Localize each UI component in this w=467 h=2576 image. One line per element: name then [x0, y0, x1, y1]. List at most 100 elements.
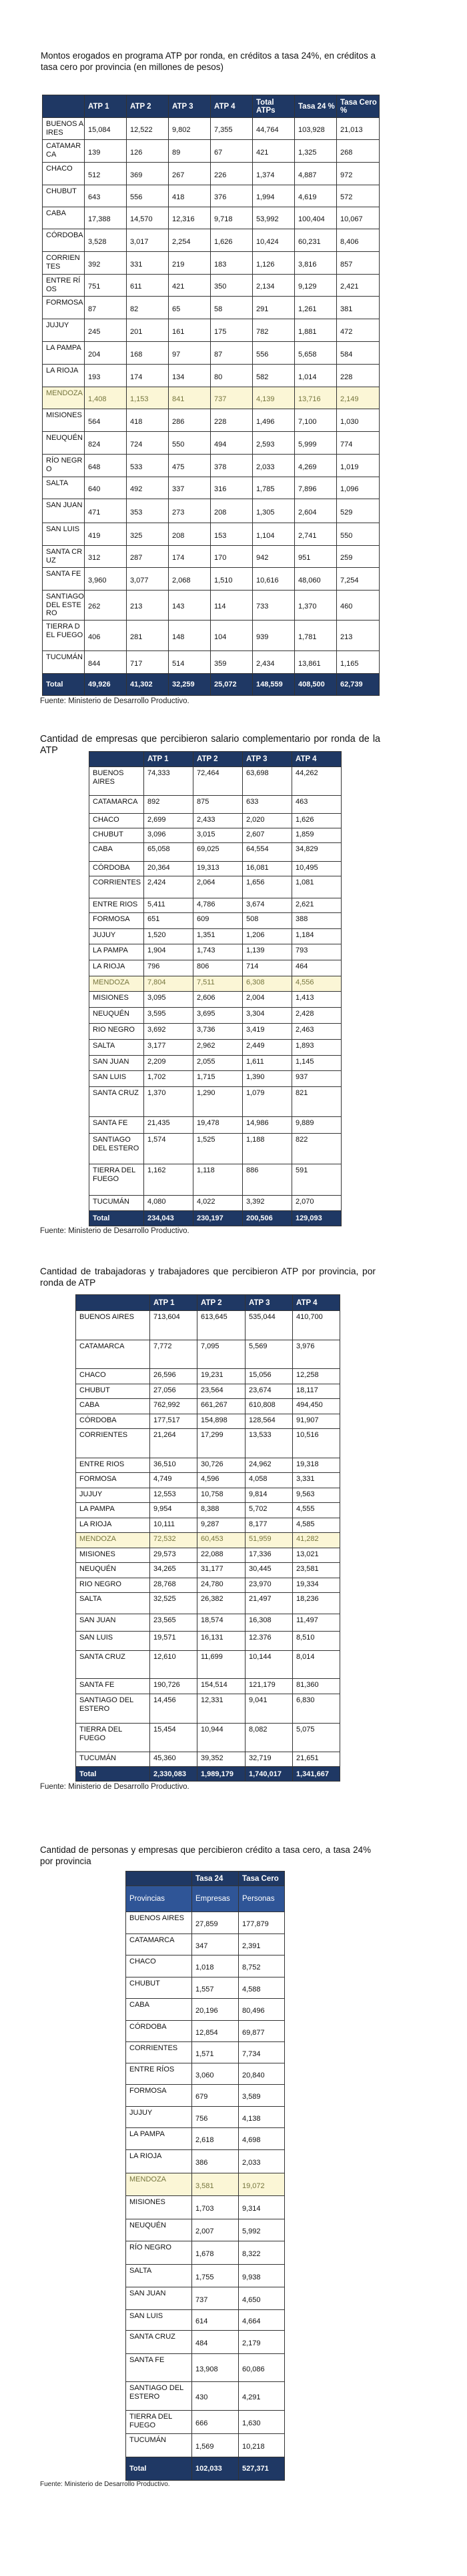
- province-cell: CABA: [125, 1998, 192, 2021]
- value-cell: 5,658: [294, 341, 337, 365]
- value-cell: 679: [191, 2084, 239, 2107]
- value-cell: 386: [191, 2149, 239, 2173]
- value-cell: 7,511: [193, 976, 243, 992]
- value-cell: 2,209: [143, 1055, 193, 1071]
- value-cell: 4,887: [294, 162, 337, 185]
- value-cell: 11,699: [197, 1650, 246, 1679]
- value-cell: 10,067: [336, 207, 380, 229]
- value-cell: 508: [242, 912, 292, 929]
- total-value-cell: 32,259: [168, 673, 211, 696]
- value-cell: 13,908: [191, 2353, 239, 2382]
- value-cell: 13,716: [294, 387, 337, 409]
- table-row: MISIONES 3,095 2,606 2,004 1,413: [89, 991, 342, 1008]
- table-row: CATAMARCA 347 2,391: [125, 1933, 285, 1955]
- value-cell: 7,734: [238, 2041, 285, 2063]
- value-cell: 65,058: [143, 842, 193, 862]
- value-cell: 1,994: [252, 185, 295, 207]
- province-cell: TUCUMÁN: [125, 2433, 192, 2457]
- province-cell: RÍO NEGRO: [125, 2241, 192, 2265]
- value-cell: 21,435: [143, 1116, 193, 1134]
- value-cell: 104: [210, 620, 253, 651]
- value-cell: 3,177: [143, 1039, 193, 1056]
- value-cell: 1,496: [252, 409, 295, 432]
- value-cell: 9,954: [149, 1502, 197, 1518]
- value-cell: 48,060: [294, 567, 337, 591]
- province-cell: FORMOSA: [75, 1472, 150, 1488]
- value-cell: 1,881: [294, 319, 337, 342]
- value-cell: 208: [210, 499, 253, 523]
- value-cell: 2,424: [143, 876, 193, 898]
- value-cell: 45,360: [149, 1752, 197, 1767]
- value-cell: 20,196: [191, 1998, 239, 2021]
- value-cell: 12,258: [292, 1368, 340, 1384]
- value-cell: 2,134: [252, 274, 295, 297]
- province-cell: CHACO: [75, 1368, 150, 1384]
- table-row: CHUBUT 643 556 418 376 1,994 4,619 572: [42, 185, 380, 207]
- table-row: SAN JUAN 23,565 18,574 16,308 11,497: [75, 1614, 340, 1632]
- value-cell: 1,118: [193, 1164, 243, 1196]
- value-cell: 2,621: [292, 898, 342, 913]
- total-label: Total: [42, 673, 85, 696]
- column-header: Tasa 24 %: [294, 95, 337, 118]
- value-cell: 3,419: [242, 1023, 292, 1040]
- value-cell: 1,290: [193, 1086, 243, 1117]
- value-cell: 15,056: [245, 1368, 293, 1384]
- value-cell: 733: [252, 590, 295, 621]
- value-cell: 19,478: [193, 1116, 243, 1134]
- value-cell: 713,604: [149, 1310, 197, 1340]
- province-cell: JUJUY: [125, 2106, 192, 2128]
- value-cell: 19,334: [292, 1578, 340, 1593]
- province-cell: CORRIENTES: [125, 2041, 192, 2063]
- table-row: SAN JUAN 737 4,650: [125, 2287, 285, 2310]
- value-cell: 134: [168, 364, 211, 387]
- table-row: SAN JUAN 2,209 2,055 1,611 1,145: [89, 1055, 342, 1071]
- value-cell: 1,656: [242, 876, 292, 898]
- value-cell: 1,139: [242, 944, 292, 960]
- province-cell: SAN LUIS: [89, 1070, 144, 1087]
- value-cell: 19,072: [238, 2173, 285, 2196]
- value-cell: 609: [193, 912, 243, 929]
- value-cell: 972: [336, 162, 380, 185]
- province-cell: LA RIOJA: [89, 960, 144, 976]
- value-cell: 1,370: [143, 1086, 193, 1117]
- value-cell: 12,553: [149, 1488, 197, 1503]
- value-cell: 3,077: [126, 567, 169, 591]
- value-cell: 4,058: [245, 1472, 293, 1488]
- table-row: CHACO 26,596 19,231 15,056 12,258: [75, 1368, 340, 1384]
- table-row: SANTA CRUZ 12,610 11,699 10,144 8,014: [75, 1650, 340, 1679]
- province-cell: CHACO: [89, 813, 144, 828]
- value-cell: 21,497: [245, 1592, 293, 1614]
- value-cell: 937: [292, 1070, 342, 1087]
- province-cell: SANTA FE: [89, 1116, 144, 1134]
- table-row: LA RIOJA 193 174 134 80 582 1,014 228: [42, 364, 380, 387]
- value-cell: 9,802: [168, 117, 211, 140]
- value-cell: 756: [191, 2106, 239, 2128]
- value-cell: 30,445: [245, 1562, 293, 1578]
- value-cell: 494,450: [292, 1398, 340, 1414]
- total-value-cell: 2,330,083: [149, 1766, 197, 1782]
- province-cell: SALTA: [89, 1039, 144, 1056]
- value-cell: 392: [84, 251, 127, 275]
- table-row: SANTA FE 3,960 3,077 2,068 1,510 10,616 48,060…: [42, 567, 380, 591]
- value-cell: 10,218: [238, 2433, 285, 2457]
- value-cell: 14,986: [242, 1116, 292, 1134]
- value-cell: 611: [126, 274, 169, 297]
- province-cell: FORMOSA: [89, 912, 144, 929]
- value-cell: 9,129: [294, 274, 337, 297]
- column-group-header: Tasa 24: [191, 1871, 239, 1886]
- value-cell: 143: [168, 590, 211, 621]
- province-cell: LA RIOJA: [75, 1518, 150, 1533]
- value-cell: 10,616: [252, 567, 295, 591]
- value-cell: 32,719: [245, 1752, 293, 1767]
- value-cell: 148: [168, 620, 211, 651]
- value-cell: 12,610: [149, 1650, 197, 1679]
- value-cell: 350: [210, 274, 253, 297]
- value-cell: 1,145: [292, 1055, 342, 1071]
- value-cell: 154,514: [197, 1678, 246, 1694]
- province-cell: TIERRA DEL FUEGO: [75, 1723, 150, 1752]
- value-cell: 939: [252, 620, 295, 651]
- value-cell: 418: [168, 185, 211, 207]
- value-cell: 9,889: [292, 1116, 342, 1134]
- province-cell: CHACO: [42, 162, 85, 185]
- table-row: LA PAMPA 204 168 97 87 556 5,658 584: [42, 341, 380, 365]
